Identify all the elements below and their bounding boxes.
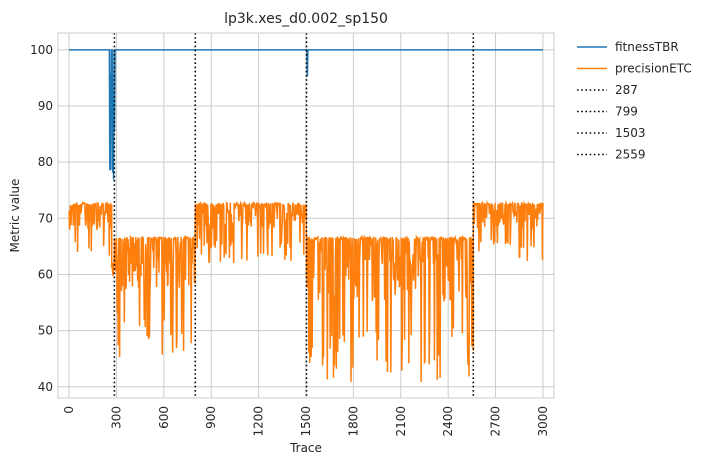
y-tick-label: 40: [38, 380, 53, 394]
legend-entry-2559: 2559: [577, 148, 646, 162]
legend-entry-287: 287: [577, 83, 638, 97]
legend-label: 1503: [615, 126, 646, 140]
legend-entry-799: 799: [577, 105, 638, 119]
x-tick-label: 1800: [346, 406, 360, 437]
y-tick-label: 100: [30, 43, 53, 57]
legend-label: precisionETC: [615, 62, 692, 76]
axes-frame: [57, 32, 555, 399]
y-tick-label: 50: [38, 324, 53, 338]
x-tick-label: 900: [204, 406, 218, 429]
legend-label: 799: [615, 105, 638, 119]
y-tick-label: 80: [38, 155, 53, 169]
x-tick-label: 3000: [536, 406, 550, 437]
x-tick-label: 0: [62, 406, 76, 414]
chart-title: lp3k.xes_d0.002_sp150: [224, 11, 388, 27]
legend: fitnessTBR precisionETC 287 799 1503 2559: [577, 40, 692, 162]
x-tick-label: 300: [109, 406, 123, 429]
x-tick-label: 1200: [252, 406, 266, 437]
x-tick-label: 1500: [299, 406, 313, 437]
y-tick-label: 90: [38, 99, 53, 113]
x-axis-label: Trace: [289, 441, 322, 455]
legend-entry-1503: 1503: [577, 126, 646, 140]
legend-label: 287: [615, 83, 638, 97]
x-tick-label: 600: [157, 406, 171, 429]
legend-label: fitnessTBR: [615, 40, 679, 54]
tick-labels: 0 300 600 900 1200 1500 1800 2100 2400 2700 3000 40…: [30, 43, 550, 437]
y-tick-label: 70: [38, 211, 53, 225]
x-tick-label: 2700: [489, 406, 503, 437]
legend-entry-precisionETC: precisionETC: [577, 62, 692, 76]
x-tick-label: 2400: [441, 406, 455, 437]
x-tick-label: 2100: [394, 406, 408, 437]
legend-entry-fitnessTBR: fitnessTBR: [577, 40, 679, 54]
y-axis-label: Metric value: [8, 179, 22, 253]
plot-area: [68, 33, 544, 398]
legend-label: 2559: [615, 148, 646, 162]
series-precisionETC: [68, 199, 544, 382]
y-tick-label: 60: [38, 267, 53, 281]
